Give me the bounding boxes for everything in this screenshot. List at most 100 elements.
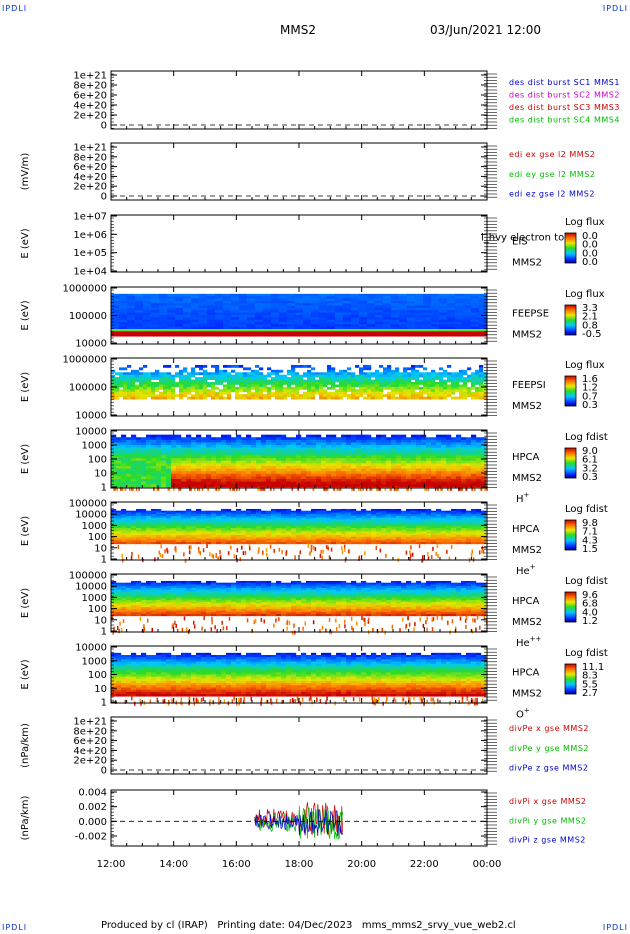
- spectrogram-cell: [415, 303, 424, 307]
- spectrogram-cell: [311, 296, 320, 300]
- spectrogram-cell: [159, 372, 164, 376]
- spectrogram-cell: [467, 374, 472, 378]
- spectrogram-cell: [251, 515, 257, 519]
- spectrogram-cell: [471, 434, 477, 438]
- spectrogram-cell: [221, 437, 227, 441]
- spectrogram-cell: [287, 377, 292, 380]
- spectrogram-cell: [276, 465, 282, 469]
- spectrogram-cell: [196, 434, 202, 438]
- spectrogram-cell: [296, 522, 302, 526]
- spectrogram-cell: [356, 463, 362, 467]
- spectrogram-cell: [271, 481, 277, 485]
- spectrogram-cell: [386, 445, 392, 449]
- spectrogram-cell: [406, 468, 412, 472]
- spectrogram-cell: [151, 307, 160, 311]
- spectrogram-cell: [281, 450, 287, 454]
- spectrogram-cell: [355, 396, 360, 400]
- spectrogram-cell: [263, 300, 272, 304]
- spectrogram-cell: [335, 312, 344, 316]
- spectrogram-cell: [436, 484, 442, 488]
- spectrogram-cell: [199, 396, 204, 400]
- spectrogram-cell: [241, 517, 247, 520]
- spectrogram-cell: [479, 296, 488, 300]
- spectrogram-cell: [306, 514, 312, 517]
- spectrogram-cell: [176, 479, 182, 483]
- spectrogram-cell: [471, 384, 476, 388]
- spectrogram-cell: [471, 481, 477, 485]
- spectrogram-cell: [431, 312, 440, 316]
- spectrogram-cell: [451, 510, 457, 513]
- spectrogram-cell: [371, 517, 377, 520]
- spectrogram-cell: [436, 517, 442, 520]
- spectrogram-cell: [301, 524, 307, 527]
- spectrogram-cell: [446, 481, 452, 485]
- spectrogram-cell: [426, 481, 432, 485]
- spectrogram-cell: [341, 521, 347, 524]
- instrument-mission-label: MMS2: [512, 473, 542, 484]
- spectrogram-cell: [306, 442, 312, 446]
- spectrogram-cell: [181, 452, 187, 456]
- spectrogram-cell: [115, 377, 120, 380]
- spectrogram-cell: [363, 384, 368, 388]
- spectrogram-cell: [315, 384, 320, 388]
- spectrogram-cell: [361, 442, 367, 446]
- spectrogram-cell: [351, 386, 356, 390]
- spectrogram-cell: [283, 386, 288, 390]
- spectrogram-cell: [307, 382, 312, 385]
- spectrogram-cell: [451, 515, 457, 519]
- spectrogram-cell: [346, 479, 352, 483]
- colorbar-tick-label: 0.0: [582, 248, 598, 259]
- spectrogram-cell: [195, 394, 200, 398]
- spectrogram-cell: [206, 519, 212, 522]
- spectrogram-cell: [226, 473, 232, 477]
- spectrogram-cell: [127, 372, 132, 376]
- spectrogram-cell: [306, 526, 312, 529]
- spectrogram-cell: [399, 317, 408, 321]
- spectrogram-cell: [356, 512, 362, 515]
- spectrogram-cell: [351, 481, 357, 485]
- spectrogram-cell: [231, 515, 237, 519]
- spectrogram-cell: [155, 382, 160, 385]
- spectrogram-cell: [236, 484, 242, 488]
- spectrogram-cell: [206, 481, 212, 485]
- spectrogram-cell: [327, 305, 336, 309]
- spectrogram-speckle: [484, 486, 486, 491]
- spectrogram-cell: [436, 476, 442, 480]
- spectrogram-cell: [391, 369, 396, 373]
- spectrogram-cell: [307, 374, 312, 378]
- spectrogram-cell: [455, 307, 464, 311]
- spectrogram-cell: [231, 465, 237, 469]
- spectrogram-cell: [341, 473, 347, 477]
- spectrogram-cell: [211, 471, 217, 475]
- spectrogram-cell: [296, 445, 302, 449]
- spectrogram-cell: [296, 463, 302, 467]
- spectrogram-cell: [471, 374, 476, 378]
- spectrogram-cell: [481, 445, 487, 449]
- spectrogram-cell: [167, 394, 172, 398]
- spectrogram-cell: [367, 396, 372, 400]
- spectrogram-cell: [141, 460, 147, 464]
- spectrogram-cell: [383, 303, 392, 307]
- spectrogram-cell: [251, 484, 257, 488]
- spectrogram-cell: [421, 445, 427, 449]
- spectrogram-cell: [411, 442, 417, 446]
- spectrogram-cell: [255, 293, 264, 297]
- instrument-label: FEEPSE: [512, 309, 549, 320]
- spectrogram-cell: [239, 396, 244, 400]
- spectrogram-cell: [251, 377, 256, 380]
- spectrogram-cell: [276, 460, 282, 464]
- spectrogram-cell: [459, 372, 464, 376]
- spectrogram-cell: [351, 452, 357, 456]
- spectrogram-cell: [183, 314, 192, 318]
- spectrogram-cell: [386, 439, 392, 443]
- spectrogram-cell: [287, 333, 296, 337]
- spectrogram-speckle: [434, 486, 437, 491]
- spectrogram-cell: [421, 528, 427, 531]
- spectrogram-cell: [201, 526, 207, 529]
- spectrogram-cell: [336, 458, 342, 462]
- spectrogram-cell: [256, 512, 262, 515]
- spectrogram-cell: [126, 481, 132, 485]
- spectrogram-cell: [111, 314, 120, 318]
- spectrogram-cell: [396, 452, 402, 456]
- spectrogram-cell: [236, 519, 242, 522]
